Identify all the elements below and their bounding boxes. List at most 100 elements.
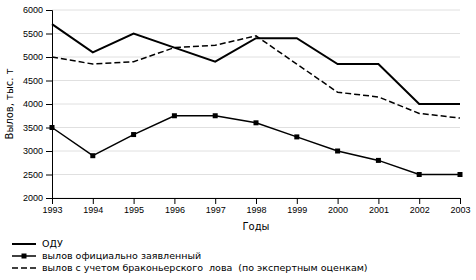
grid-line	[52, 33, 460, 34]
tick-label: 2001	[369, 205, 389, 215]
marker	[213, 113, 218, 118]
marker	[417, 172, 422, 177]
marker	[335, 149, 340, 154]
legend-item: вылов официально заявленный	[12, 250, 201, 261]
tick-mark	[256, 198, 257, 204]
tick: 3500	[23, 123, 52, 133]
tick-label: 2000	[23, 193, 43, 203]
x-axis-title: Годы	[242, 221, 269, 232]
marker	[458, 172, 463, 177]
tick: 1999	[287, 198, 307, 215]
legend-item: вылов с учетом браконьерского лова (по э…	[12, 262, 368, 273]
tick: 4500	[23, 76, 52, 86]
tick-mark	[46, 57, 52, 58]
legend-swatch	[12, 243, 36, 245]
tick-mark	[174, 198, 175, 204]
tick-label: 1997	[206, 205, 226, 215]
marker	[50, 125, 55, 130]
marks	[50, 24, 463, 177]
tick: 2003	[450, 198, 470, 215]
legend-label: ОДУ	[42, 238, 63, 249]
grid-line	[52, 80, 460, 81]
grid-line	[52, 127, 460, 128]
legend-label: вылов с учетом браконьерского лова (по э…	[42, 262, 368, 273]
grid-line	[52, 10, 460, 11]
tick: 1998	[246, 198, 266, 215]
grid-line	[52, 151, 460, 152]
legend: ОДУвылов официально заявленныйвылов с уч…	[12, 238, 368, 273]
chart: 1993 1994 1995 1996 1997 1998 1999 2000 2001 2002…	[0, 0, 476, 280]
grid-line	[52, 174, 460, 175]
marker	[131, 132, 136, 137]
legend-label: вылов официально заявленный	[42, 250, 201, 261]
axis-line	[46, 11, 53, 199]
tick-mark	[134, 198, 135, 204]
tick: 2000	[328, 198, 348, 215]
tick: 6000	[23, 5, 52, 15]
legend-swatch	[12, 267, 36, 269]
tick: 2002	[410, 198, 430, 215]
tick: 1995	[124, 198, 144, 215]
tick: 2000	[23, 193, 52, 203]
tick-mark	[46, 34, 52, 35]
series-line	[52, 36, 460, 118]
tick: 4000	[23, 99, 52, 109]
grid-line	[52, 57, 460, 58]
tick: 2500	[23, 170, 52, 180]
tick-label: 2003	[450, 205, 470, 215]
tick-mark	[93, 198, 94, 204]
tick-label: 6000	[23, 5, 43, 15]
tick: 3000	[23, 146, 52, 156]
grid-line	[52, 104, 460, 105]
tick-mark	[378, 198, 379, 204]
tick-mark	[46, 175, 52, 176]
tick-mark	[215, 198, 216, 204]
tick-mark	[419, 198, 420, 204]
tick-label: 3500	[23, 123, 43, 133]
y-axis: 2000 2500 3000 3500 4000 4500 5000 5500 6000	[23, 5, 53, 203]
tick-label: 2000	[328, 205, 348, 215]
tick-label: 1999	[287, 205, 307, 215]
tick-label: 1998	[246, 205, 266, 215]
tick-label: 1994	[83, 205, 103, 215]
tick-mark	[46, 10, 52, 11]
tick-mark	[46, 198, 52, 199]
markers	[50, 113, 463, 177]
tick-label: 2002	[410, 205, 430, 215]
legend-marker	[22, 254, 27, 259]
marker	[376, 158, 381, 163]
tick: 1994	[83, 198, 103, 215]
tick-label: 4000	[23, 99, 43, 109]
tick: 2001	[369, 198, 389, 215]
tick-mark	[297, 198, 298, 204]
tick-label: 3000	[23, 146, 43, 156]
x-axis: 1993 1994 1995 1996 1997 1998 1999 2000 2001 2002…	[42, 198, 470, 215]
tick-label: 1996	[165, 205, 185, 215]
y-axis-title: Вылов, тыс. т	[4, 68, 15, 139]
plot: 1993 1994 1995 1996 1997 1998 1999 2000 2001 2002…	[23, 5, 471, 215]
axis-line	[53, 199, 461, 205]
grid	[52, 10, 460, 198]
tick-label: 2500	[23, 170, 43, 180]
tick-label: 1993	[42, 205, 62, 215]
tick-label: 5500	[23, 29, 43, 39]
tick: 1993	[42, 198, 62, 215]
tick-label: 4500	[23, 76, 43, 86]
tick: 1996	[165, 198, 185, 215]
tick: 1997	[206, 198, 226, 215]
tick: 5000	[23, 52, 52, 62]
marker	[254, 120, 259, 125]
marker	[294, 134, 299, 139]
tick-mark	[460, 198, 461, 204]
marker	[172, 113, 177, 118]
tick: 5500	[23, 29, 52, 39]
tick-mark	[338, 198, 339, 204]
legend-item: ОДУ	[12, 238, 63, 249]
tick-mark	[46, 81, 52, 82]
series-line	[52, 116, 460, 175]
tick-mark	[46, 151, 52, 152]
tick-label: 5000	[23, 52, 43, 62]
marker	[90, 153, 95, 158]
tick-mark	[46, 104, 52, 105]
tick-label: 1995	[124, 205, 144, 215]
